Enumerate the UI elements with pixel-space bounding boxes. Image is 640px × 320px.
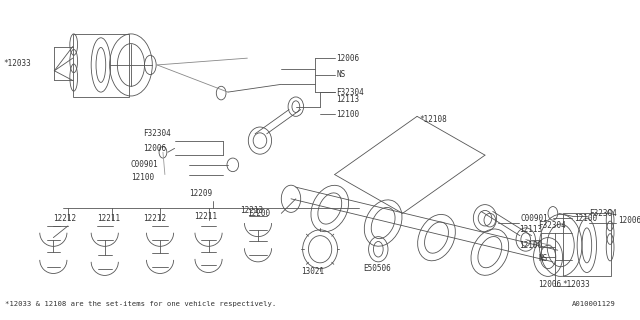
Text: 12006: 12006	[143, 144, 166, 153]
Text: C00901: C00901	[131, 160, 159, 169]
Text: *12033: *12033	[3, 60, 31, 68]
Text: F32304: F32304	[589, 209, 616, 218]
Text: E50506: E50506	[364, 264, 392, 273]
Text: 12211: 12211	[97, 214, 120, 223]
Text: C00901: C00901	[521, 214, 548, 223]
Text: 12212: 12212	[143, 214, 166, 223]
Text: *12033: *12033	[563, 280, 590, 289]
Text: 12100: 12100	[574, 214, 597, 223]
Text: F32304: F32304	[143, 129, 172, 138]
Text: 12006: 12006	[337, 54, 360, 63]
Text: 12006: 12006	[618, 216, 640, 225]
Text: 12212: 12212	[53, 214, 76, 223]
Text: NS: NS	[337, 70, 346, 79]
Text: A010001129: A010001129	[572, 301, 616, 308]
Text: 13021: 13021	[301, 267, 324, 276]
Text: *12033 & 12108 are the set-items for one vehicle respectively.: *12033 & 12108 are the set-items for one…	[5, 301, 276, 308]
Text: NS: NS	[538, 254, 548, 263]
Text: 12100: 12100	[519, 241, 542, 250]
Text: 12211: 12211	[194, 212, 217, 221]
Text: 12213: 12213	[241, 206, 264, 215]
Text: F32304: F32304	[538, 221, 566, 230]
Text: 12100: 12100	[337, 110, 360, 119]
Text: 12209: 12209	[189, 189, 212, 198]
Bar	[73, 34, 129, 97]
Text: 12006: 12006	[538, 280, 561, 289]
Bar	[563, 213, 611, 276]
Text: 12100: 12100	[131, 173, 154, 182]
Text: 12113: 12113	[337, 95, 360, 104]
Text: 12200: 12200	[247, 209, 271, 218]
Text: 12113: 12113	[519, 225, 542, 234]
Text: F32304: F32304	[337, 88, 364, 97]
Text: *12108: *12108	[419, 115, 447, 124]
